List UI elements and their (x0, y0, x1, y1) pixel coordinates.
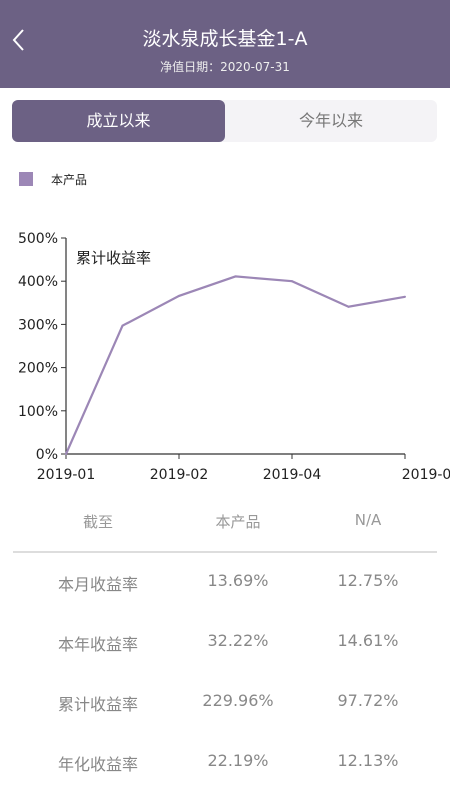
data-point (347, 305, 350, 308)
data-point (291, 280, 293, 283)
data-point (121, 324, 124, 327)
table-row: 累计收益率 229.96% 97.72% (13, 673, 437, 733)
row-label: 累计收益率 (57, 695, 138, 714)
x-tick-label: 2019-04 (263, 467, 322, 483)
x-tick-label: 2019-02 (150, 467, 209, 483)
y-tick-label: 400% (18, 274, 58, 290)
y-tick-label: 300% (18, 317, 58, 333)
row-label: 本年收益率 (57, 635, 138, 654)
y-tick-label: 500% (18, 231, 58, 247)
legend-label: 本产品 (51, 173, 88, 187)
series-line (64, 275, 406, 455)
period-tabs: 成立以来 今年以来 (12, 100, 437, 142)
x-tick-label: 2019-01 (37, 467, 96, 483)
table-row: 本月收益率 13.69% 12.75% (13, 553, 437, 613)
data-point (234, 275, 237, 278)
row-benchmark-value: 12.13% (337, 751, 399, 770)
row-product-value: 229.96% (202, 691, 274, 710)
table-row: 年化收益率 22.19% 12.13% (13, 733, 437, 793)
legend-swatch (19, 172, 33, 186)
row-product-value: 13.69% (207, 571, 269, 590)
data-point (178, 294, 180, 297)
row-product-value: 22.19% (207, 751, 269, 770)
row-benchmark-value: 14.61% (337, 631, 399, 650)
row-benchmark-value: 97.72% (337, 691, 399, 710)
table-header: 截至 本产品 N/A (13, 495, 437, 553)
data-point (65, 453, 67, 455)
header-cell-date: 截至 (82, 513, 113, 531)
chart-title: 累计收益率 (76, 249, 151, 267)
page-title: 淡水泉成长基金1-A (142, 28, 308, 50)
row-label: 年化收益率 (57, 755, 138, 774)
tab-since-inception[interactable]: 成立以来 (12, 100, 225, 142)
cumulative-return-chart: 0% 100% 200% 300% 400% 500% 2019-01 2019-02 2019… (18, 231, 450, 483)
x-tick-label: 2019-06 (402, 467, 450, 483)
row-product-value: 32.22% (207, 631, 269, 650)
y-tick-label: 100% (18, 404, 58, 420)
tab-year-to-date[interactable]: 今年以来 (298, 111, 363, 130)
row-benchmark-value: 12.75% (337, 571, 399, 590)
header-cell-benchmark: N/A (354, 511, 382, 529)
chevron-left-icon (12, 29, 24, 51)
table-row: 本年收益率 32.22% 14.61% (13, 613, 437, 673)
header-cell-product: 本产品 (215, 513, 261, 531)
row-label: 本月收益率 (57, 575, 138, 594)
back-button[interactable] (8, 24, 30, 56)
nav-date: 净值日期：2020-07-31 (160, 60, 290, 74)
y-tick-label: 200% (18, 361, 58, 377)
app-header: 淡水泉成长基金1-A 净值日期：2020-07-31 (0, 0, 450, 88)
returns-table: 截至 本产品 N/A 本月收益率 13.69% 12.75% 本年收益率 32.… (0, 495, 450, 800)
y-tick-label: 0% (36, 447, 58, 463)
data-point (404, 295, 406, 298)
